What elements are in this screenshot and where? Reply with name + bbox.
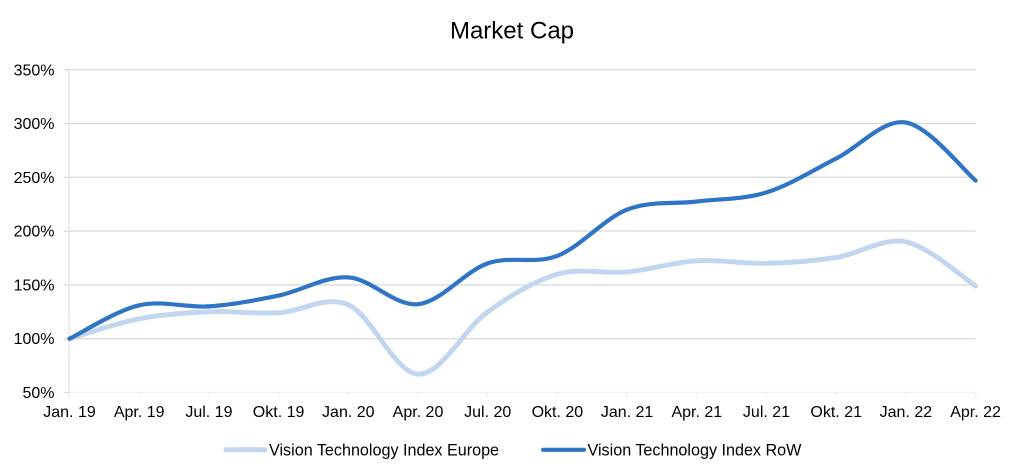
svg-text:Jul. 20: Jul. 20 xyxy=(464,404,511,421)
svg-text:Jan. 22: Jan. 22 xyxy=(880,404,933,421)
svg-text:300%: 300% xyxy=(14,116,55,133)
svg-text:Jan. 21: Jan. 21 xyxy=(601,404,654,421)
svg-text:250%: 250% xyxy=(14,170,55,187)
svg-text:Okt. 21: Okt. 21 xyxy=(810,404,862,421)
svg-text:Okt. 20: Okt. 20 xyxy=(532,404,584,421)
svg-text:Apr. 20: Apr. 20 xyxy=(393,404,444,421)
svg-text:50%: 50% xyxy=(22,385,54,402)
svg-text:350%: 350% xyxy=(14,62,55,79)
svg-text:Okt. 19: Okt. 19 xyxy=(253,404,305,421)
svg-text:Apr. 19: Apr. 19 xyxy=(114,404,165,421)
svg-text:Jan. 19: Jan. 19 xyxy=(43,404,96,421)
svg-text:Jul. 21: Jul. 21 xyxy=(743,404,790,421)
svg-text:100%: 100% xyxy=(14,331,55,348)
svg-text:Market Cap: Market Cap xyxy=(450,18,574,45)
svg-text:150%: 150% xyxy=(14,277,55,294)
svg-text:Apr. 22: Apr. 22 xyxy=(950,404,1001,421)
svg-text:Jan. 20: Jan. 20 xyxy=(322,404,375,421)
svg-text:Vision Technology Index RoW: Vision Technology Index RoW xyxy=(588,441,803,459)
svg-text:Apr. 21: Apr. 21 xyxy=(671,404,722,421)
svg-text:Jul. 19: Jul. 19 xyxy=(185,404,232,421)
svg-text:Vision Technology Index Europe: Vision Technology Index Europe xyxy=(269,441,499,459)
svg-text:200%: 200% xyxy=(14,224,55,241)
